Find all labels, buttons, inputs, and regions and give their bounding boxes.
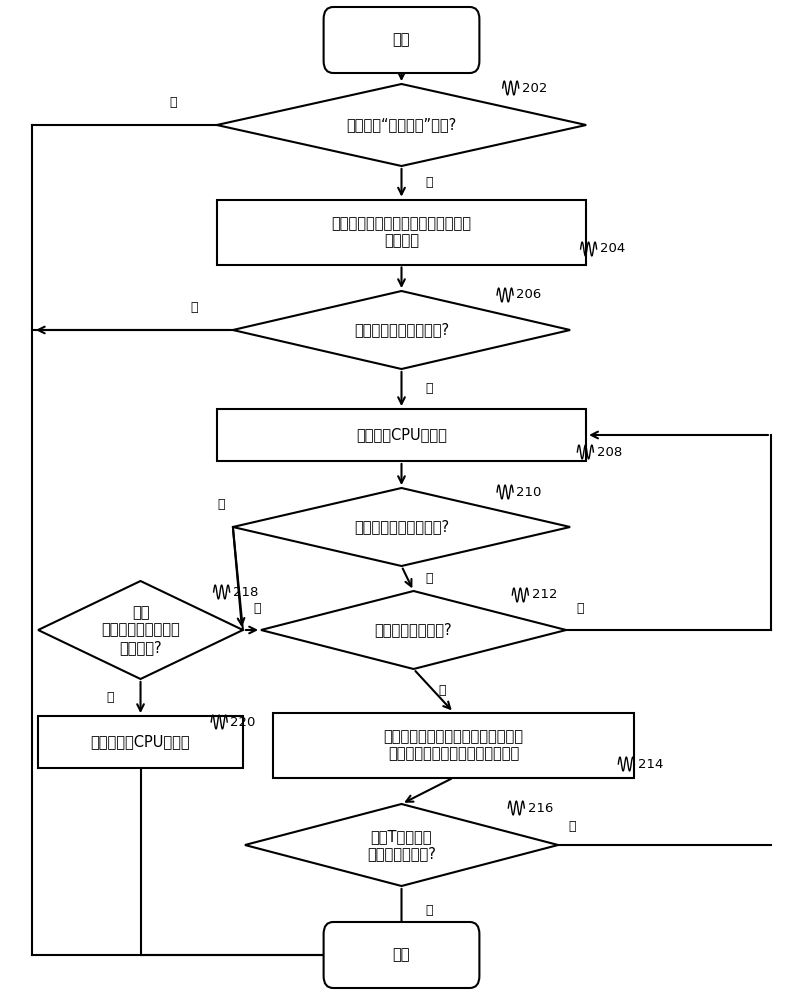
Text: 是: 是	[190, 301, 198, 314]
Polygon shape	[261, 591, 565, 669]
Polygon shape	[233, 488, 569, 566]
Text: 206: 206	[516, 288, 541, 302]
Text: 渐进放开对CPU的限制: 渐进放开对CPU的限制	[91, 734, 190, 750]
Text: 保持
限制，预设时长内是
否均达标?: 保持 限制，预设时长内是 否均达标?	[101, 605, 180, 655]
Text: 208: 208	[596, 446, 621, 458]
Text: 218: 218	[233, 585, 258, 598]
Text: 216: 216	[527, 802, 553, 814]
Text: 否: 否	[253, 601, 261, 614]
Text: 否: 否	[425, 382, 433, 395]
Polygon shape	[245, 804, 557, 886]
Text: 212: 212	[531, 588, 557, 601]
Text: 开始: 开始	[392, 32, 410, 47]
Text: 根据系统及用户设置，生成功耗要求
相关参数: 根据系统及用户设置，生成功耗要求 相关参数	[331, 216, 471, 248]
Polygon shape	[38, 581, 242, 679]
Text: 220: 220	[230, 716, 256, 728]
Text: 判断当前功耗是否达标?: 判断当前功耗是否达标?	[354, 520, 448, 534]
Text: 204: 204	[599, 242, 624, 255]
Text: 是: 是	[425, 176, 433, 189]
Text: 是否开启“智能功耗”功能?: 是否开启“智能功耗”功能?	[346, 117, 456, 132]
Text: 否: 否	[437, 684, 445, 697]
Text: 214: 214	[637, 758, 662, 770]
Text: 是: 是	[217, 498, 225, 512]
Bar	[38, 716, 242, 768]
Text: 202: 202	[521, 82, 547, 95]
Text: 根据清除优先级清除后台应用程序，
同时根据用户行为优化清除优先级: 根据清除优先级清除后台应用程序， 同时根据用户行为优化清除优先级	[383, 729, 523, 761]
Text: 判断是否运行流畅?: 判断是否运行流畅?	[375, 622, 452, 638]
Text: 是: 是	[425, 904, 433, 916]
Text: 否: 否	[425, 572, 433, 585]
Text: 结束: 结束	[392, 948, 410, 962]
Bar	[217, 409, 585, 461]
Text: 时间T后判断当
前功耗是否达标?: 时间T后判断当 前功耗是否达标?	[367, 829, 435, 861]
FancyBboxPatch shape	[323, 922, 479, 988]
Text: 是: 是	[576, 601, 584, 614]
Polygon shape	[217, 84, 585, 166]
Polygon shape	[233, 291, 569, 369]
Bar	[217, 200, 585, 264]
Bar	[273, 712, 634, 778]
Text: 逐渐限制CPU的运行: 逐渐限制CPU的运行	[355, 428, 447, 442]
Text: 210: 210	[516, 486, 541, 498]
Text: 否: 否	[568, 820, 576, 834]
FancyBboxPatch shape	[323, 7, 479, 73]
Text: 是: 是	[106, 691, 114, 704]
Text: 否: 否	[168, 97, 176, 109]
Text: 判断当前功耗是否达标?: 判断当前功耗是否达标?	[354, 322, 448, 338]
